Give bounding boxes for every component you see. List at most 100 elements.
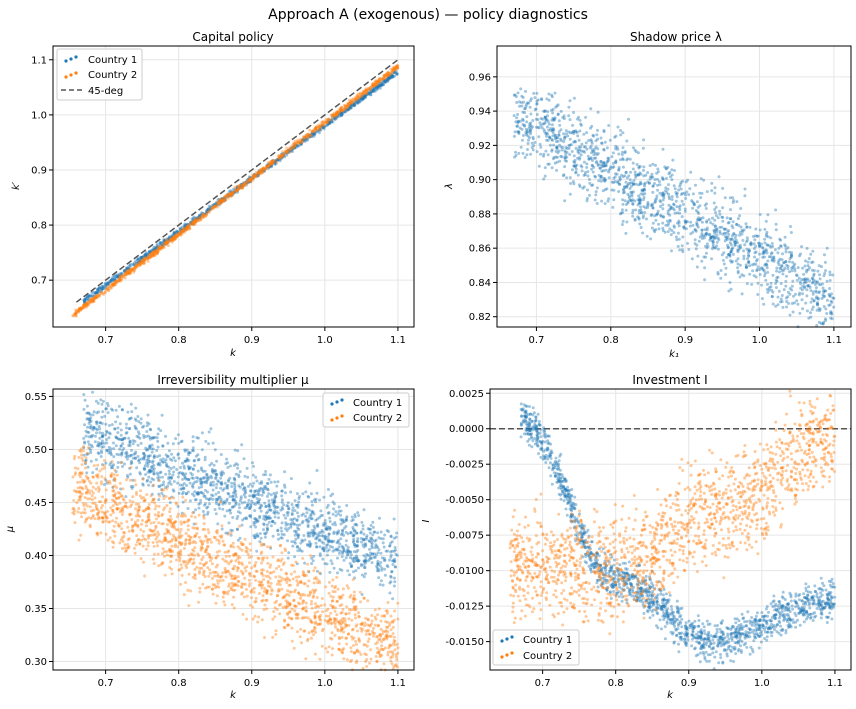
data-point — [95, 431, 98, 435]
data-point — [763, 274, 767, 278]
data-point — [357, 514, 361, 517]
data-point — [339, 113, 343, 117]
data-point — [754, 227, 758, 231]
data-point — [134, 419, 138, 422]
data-point — [134, 406, 138, 410]
data-point — [785, 305, 788, 309]
data-point — [154, 247, 158, 251]
data-point — [555, 168, 559, 172]
data-point — [519, 87, 523, 91]
data-point — [180, 439, 184, 443]
data-point — [100, 422, 104, 425]
data-point — [331, 120, 335, 124]
data-point — [224, 462, 228, 466]
data-point — [539, 145, 543, 149]
data-point — [157, 498, 161, 502]
data-point — [582, 173, 586, 177]
data-point — [175, 232, 179, 236]
data-point — [123, 269, 127, 273]
data-point — [524, 127, 528, 131]
data-point — [291, 509, 295, 512]
data-point — [792, 301, 796, 305]
data-point — [651, 162, 655, 166]
data-point — [808, 266, 811, 270]
data-point — [571, 123, 575, 127]
data-point — [828, 279, 832, 282]
data-point — [286, 150, 290, 154]
data-point — [259, 536, 263, 540]
data-point — [230, 191, 234, 194]
data-point — [718, 209, 721, 213]
data-point — [723, 196, 727, 200]
data-point — [93, 434, 97, 438]
data-point — [361, 96, 365, 100]
data-point — [280, 154, 284, 158]
data-point — [781, 272, 785, 276]
data-point — [393, 580, 397, 584]
data-point — [229, 189, 232, 193]
data-point — [760, 266, 763, 270]
data-point — [326, 121, 330, 125]
x-ticks: 0.7 0.8 0.9 1.0 1.1 — [528, 327, 842, 346]
data-point — [237, 475, 241, 479]
data-point — [96, 288, 100, 292]
data-point — [356, 548, 360, 552]
data-point — [811, 260, 815, 264]
data-point — [670, 249, 673, 253]
data-point — [357, 98, 361, 102]
data-point — [339, 518, 343, 521]
data-point — [115, 274, 119, 278]
data-point — [683, 219, 687, 223]
data-point — [213, 448, 217, 452]
data-point — [141, 258, 145, 262]
data-point — [388, 544, 392, 548]
data-point — [257, 170, 261, 174]
data-point — [194, 454, 198, 458]
data-point — [586, 188, 589, 192]
data-point — [188, 227, 192, 231]
data-point — [300, 538, 304, 542]
data-point — [818, 307, 822, 311]
data-point — [284, 151, 288, 155]
data-point — [702, 234, 705, 238]
data-point — [308, 544, 312, 548]
data-point — [331, 492, 335, 496]
y-tick-label: 0.8 — [31, 221, 47, 232]
data-point — [345, 504, 349, 507]
data-point — [293, 144, 297, 148]
data-point — [304, 138, 307, 142]
data-point — [181, 490, 185, 494]
data-point — [293, 517, 296, 521]
data-point — [782, 288, 786, 292]
data-point — [165, 239, 169, 243]
data-point — [314, 126, 318, 130]
data-point — [265, 526, 269, 530]
data-point — [235, 186, 239, 190]
data-point — [319, 128, 323, 132]
data-point — [777, 289, 781, 293]
data-point — [594, 161, 598, 165]
data-point — [182, 225, 186, 229]
data-point — [574, 167, 578, 171]
data-point — [627, 174, 631, 178]
data-point — [668, 227, 672, 231]
data-point — [225, 194, 229, 197]
data-point — [336, 114, 340, 118]
data-point — [106, 288, 110, 292]
data-point — [315, 491, 319, 495]
data-point — [308, 481, 312, 485]
data-point — [595, 186, 599, 190]
data-point — [272, 491, 276, 495]
data-point — [229, 191, 233, 195]
data-point — [308, 134, 312, 137]
data-point — [126, 265, 130, 269]
data-point — [752, 247, 756, 250]
data-point — [151, 248, 155, 251]
data-point — [348, 104, 352, 108]
data-point — [158, 242, 162, 246]
data-point — [646, 171, 650, 175]
data-point — [251, 473, 255, 477]
data-point — [744, 263, 748, 267]
data-point — [351, 104, 355, 107]
data-point — [342, 558, 346, 562]
